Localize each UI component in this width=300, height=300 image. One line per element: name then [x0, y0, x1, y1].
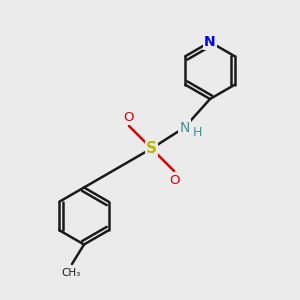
Text: O: O [123, 111, 134, 124]
Text: CH₃: CH₃ [61, 268, 80, 278]
Text: S: S [146, 141, 157, 156]
Text: N: N [204, 35, 216, 49]
Text: O: O [169, 173, 179, 187]
Text: N: N [179, 121, 190, 134]
Text: H: H [192, 125, 202, 139]
